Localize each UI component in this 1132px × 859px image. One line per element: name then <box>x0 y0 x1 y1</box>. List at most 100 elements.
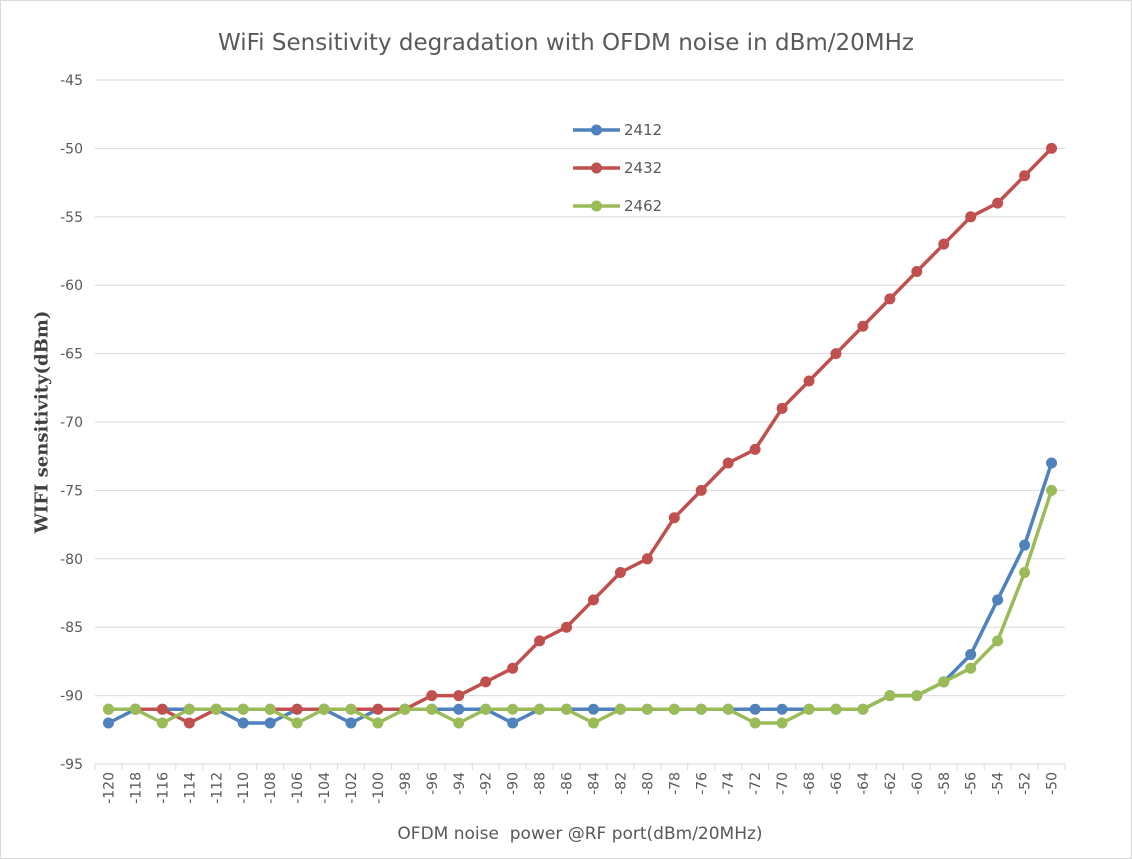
data-point-2432 <box>965 211 977 223</box>
x-tick-label: -68 <box>802 772 818 795</box>
data-point-2412 <box>102 717 114 729</box>
data-point-2432 <box>587 594 599 606</box>
data-point-2432 <box>480 676 492 688</box>
data-point-2412 <box>965 649 977 661</box>
data-point-2432 <box>641 553 653 565</box>
data-point-2412 <box>1046 457 1058 469</box>
data-point-2462 <box>156 717 168 729</box>
x-tick-label: -64 <box>856 772 872 795</box>
data-point-2462 <box>776 717 788 729</box>
data-point-2462 <box>318 703 330 715</box>
data-point-2432 <box>1019 170 1031 182</box>
x-tick-label: -110 <box>236 772 252 804</box>
x-tick-label: -92 <box>479 772 495 795</box>
data-point-2462 <box>587 717 599 729</box>
data-point-2462 <box>480 703 492 715</box>
x-tick-label: -100 <box>371 772 387 804</box>
data-point-2432 <box>372 703 384 715</box>
data-point-2412 <box>587 703 599 715</box>
x-tick-label: -82 <box>613 772 629 795</box>
data-point-2432 <box>749 443 761 455</box>
x-tick-label: -74 <box>721 772 737 795</box>
x-tick-label: -56 <box>964 772 980 795</box>
data-point-2462 <box>695 703 707 715</box>
x-tick-label: -108 <box>263 772 279 804</box>
series-line-2412 <box>106 461 1054 725</box>
x-tick-label: -114 <box>182 772 198 804</box>
data-point-2412 <box>776 703 788 715</box>
x-tick-label: -94 <box>452 772 468 795</box>
legend-marker-2412 <box>591 124 602 136</box>
x-tick-label: -88 <box>533 772 549 795</box>
legend-marker-2462 <box>591 200 602 212</box>
legend-marker-2432 <box>591 162 602 174</box>
data-point-2462 <box>426 703 438 715</box>
data-point-2462 <box>911 690 923 702</box>
data-point-2412 <box>453 703 465 715</box>
data-point-2432 <box>911 266 923 278</box>
data-point-2432 <box>803 375 815 387</box>
x-tick-label: -90 <box>506 772 522 795</box>
x-tick-label: -70 <box>775 772 791 795</box>
x-tick-label: -54 <box>991 772 1007 795</box>
data-point-2462 <box>884 690 896 702</box>
data-point-2432 <box>426 690 438 702</box>
data-point-2462 <box>129 703 141 715</box>
data-point-2462 <box>237 703 249 715</box>
x-tick-label: -116 <box>155 772 171 804</box>
x-tick-label: -76 <box>694 772 710 795</box>
data-point-2432 <box>291 703 303 715</box>
data-point-2432 <box>938 238 950 250</box>
y-tick-label: -80 <box>60 552 83 568</box>
data-point-2432 <box>561 621 573 633</box>
data-point-2412 <box>1019 539 1031 551</box>
data-point-2462 <box>641 703 653 715</box>
data-point-2432 <box>830 348 842 360</box>
data-point-2432 <box>453 690 465 702</box>
y-tick-label: -75 <box>60 483 83 499</box>
data-point-2432 <box>884 293 896 305</box>
x-tick-label: -86 <box>560 772 576 795</box>
series-line-2432 <box>106 146 1054 725</box>
data-point-2462 <box>102 703 114 715</box>
data-point-2462 <box>372 717 384 729</box>
x-tick-label: -118 <box>128 772 144 804</box>
data-point-2432 <box>857 320 869 332</box>
x-tick-label: -112 <box>209 772 225 804</box>
data-point-2432 <box>614 566 626 578</box>
data-point-2432 <box>992 197 1004 209</box>
data-point-2432 <box>722 457 734 469</box>
data-point-2462 <box>803 703 815 715</box>
data-point-2462 <box>399 703 411 715</box>
series-line-2462 <box>106 488 1054 725</box>
y-tick-label: -60 <box>60 278 83 294</box>
y-tick-label: -50 <box>60 141 83 157</box>
data-point-2462 <box>183 703 195 715</box>
data-point-2462 <box>1019 566 1031 578</box>
x-tick-label: -52 <box>1018 772 1034 795</box>
x-tick-label: -98 <box>398 772 414 795</box>
x-tick-label: -66 <box>829 772 845 795</box>
data-point-2462 <box>507 703 519 715</box>
legend-label-2412: 2412 <box>624 121 662 139</box>
data-point-2432 <box>156 703 168 715</box>
y-tick-label: -55 <box>60 210 83 226</box>
x-tick-label: -102 <box>344 772 360 804</box>
x-axis-label: OFDM noise power @RF port(dBm/20MHz) <box>397 824 763 844</box>
legend-label-2432: 2432 <box>624 159 662 177</box>
x-tick-label: -106 <box>290 772 306 804</box>
data-point-2462 <box>938 676 950 688</box>
data-point-2432 <box>507 662 519 674</box>
data-point-2412 <box>507 717 519 729</box>
data-point-2432 <box>534 635 546 647</box>
data-point-2432 <box>183 717 195 729</box>
legend-label-2462: 2462 <box>624 197 662 215</box>
data-point-2462 <box>561 703 573 715</box>
data-point-2432 <box>695 484 707 496</box>
data-point-2462 <box>534 703 546 715</box>
data-point-2412 <box>749 703 761 715</box>
data-point-2462 <box>345 703 357 715</box>
data-point-2462 <box>291 717 303 729</box>
data-point-2462 <box>965 662 977 674</box>
